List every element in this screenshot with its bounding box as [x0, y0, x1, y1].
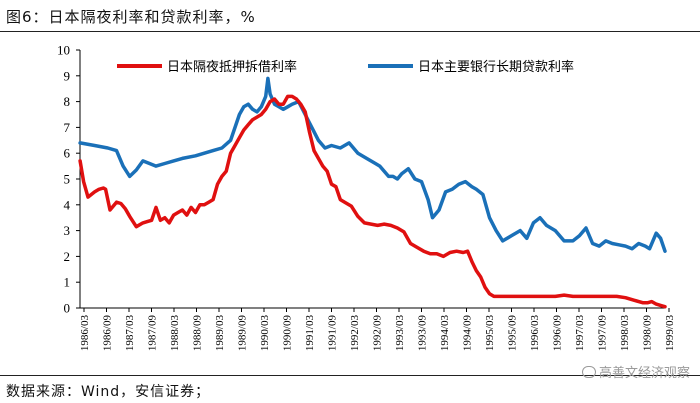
y-tick-label: 8 — [64, 94, 71, 109]
x-tick-label: 1988/03 — [169, 315, 181, 352]
x-tick-label: 1998/09 — [642, 315, 654, 352]
x-tick-label: 1987/03 — [124, 315, 136, 352]
y-tick-label: 0 — [64, 301, 71, 316]
x-tick-label: 1986/03 — [79, 315, 91, 352]
bottom-rule — [0, 375, 700, 376]
series-layer — [78, 76, 667, 309]
x-tick-label: 1989/09 — [237, 315, 249, 352]
x-tick-label: 1991/09 — [327, 315, 339, 352]
legend-label-lending: 日本主要银行长期贷款利率 — [418, 59, 574, 75]
x-tick-label: 1995/09 — [507, 315, 519, 352]
series-line-interbank-rate — [78, 94, 667, 309]
watermark-text: 高善文经济观察 — [598, 366, 690, 381]
x-tick-label: 1994/03 — [439, 315, 451, 352]
x-tick-label: 1992/09 — [372, 315, 384, 352]
x-axis: 1986/03 1986/09 1987/03 1987/09 1988/03 1988/… — [79, 308, 676, 351]
top-rule — [0, 31, 700, 32]
series-line-lending-rate — [78, 76, 667, 253]
y-tick-label: 2 — [64, 249, 71, 264]
y-tick-label: 7 — [64, 120, 71, 135]
line-chart: 0 1 2 3 4 5 6 7 8 9 10 1986/03 1986/09 1987/03 1987/0… — [57, 43, 676, 352]
x-tick-label: 1987/09 — [147, 315, 159, 352]
x-tick-label: 1991/03 — [304, 315, 316, 352]
x-tick-label: 1997/09 — [597, 315, 609, 352]
x-tick-label: 1990/03 — [259, 315, 271, 352]
watermark: 高善文经济观察 — [581, 362, 690, 381]
x-tick-label: 1996/09 — [552, 315, 564, 352]
y-tick-label: 3 — [64, 223, 71, 238]
x-tick-label: 1989/03 — [214, 315, 226, 352]
legend-label-interbank: 日本隔夜抵押拆借利率 — [167, 59, 297, 75]
x-tick-label: 1997/03 — [574, 315, 586, 352]
y-tick-label: 5 — [64, 172, 71, 187]
y-tick-label: 1 — [64, 275, 71, 290]
legend: 日本隔夜抵押拆借利率 日本主要银行长期贷款利率 — [117, 59, 574, 75]
y-tick-label: 4 — [64, 197, 71, 212]
x-tick-label: 1994/09 — [462, 315, 474, 352]
y-tick-label: 6 — [64, 146, 71, 161]
y-axis: 0 1 2 3 4 5 6 7 8 9 10 — [57, 43, 80, 316]
x-tick-label: 1993/09 — [417, 315, 429, 352]
x-tick-label: 1990/09 — [282, 315, 294, 352]
x-tick-label: 1986/09 — [102, 315, 114, 352]
x-tick-label: 1993/03 — [394, 315, 406, 352]
plot-frame — [79, 50, 665, 309]
x-tick-label: 1996/03 — [529, 315, 541, 352]
chart-title: 图6：日本隔夜利率和贷款利率，% — [6, 8, 256, 26]
x-tick-label: 1998/03 — [619, 315, 631, 352]
x-tick-label: 1995/03 — [484, 315, 496, 352]
source-note: 数据来源：Wind，安信证券； — [6, 384, 211, 400]
y-tick-label: 10 — [57, 43, 70, 58]
wechat-icon — [581, 366, 596, 378]
x-tick-label: 1988/09 — [192, 315, 204, 352]
y-tick-label: 9 — [64, 68, 71, 83]
x-tick-label: 1999/03 — [664, 315, 676, 352]
x-tick-label: 1992/03 — [349, 315, 361, 352]
